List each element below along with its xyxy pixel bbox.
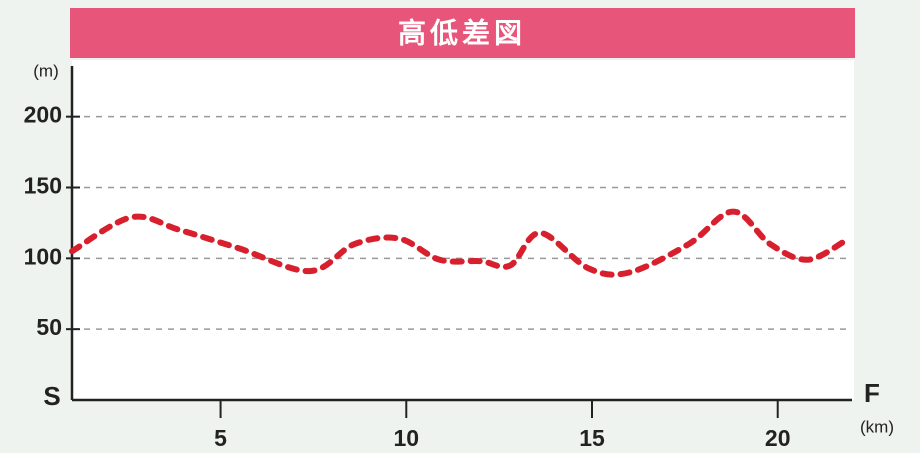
chart-title: 高低差図 <box>398 16 526 48</box>
x-tick-label: 5 <box>214 425 227 451</box>
end-label: F <box>864 378 880 408</box>
start-label: S <box>43 381 60 411</box>
x-tick-label: 15 <box>579 425 605 451</box>
y-tick-label: 100 <box>24 243 62 269</box>
y-axis-label: (m) <box>33 61 58 80</box>
elevation-line <box>69 208 848 278</box>
y-tick-label: 50 <box>36 314 62 340</box>
y-tick-label: 150 <box>24 173 62 199</box>
x-tick-label: 10 <box>393 425 419 451</box>
header-bar <box>70 8 855 58</box>
x-tick-label: 20 <box>765 425 791 451</box>
y-tick-label: 200 <box>24 102 62 128</box>
x-axis-label: (km) <box>860 417 894 436</box>
